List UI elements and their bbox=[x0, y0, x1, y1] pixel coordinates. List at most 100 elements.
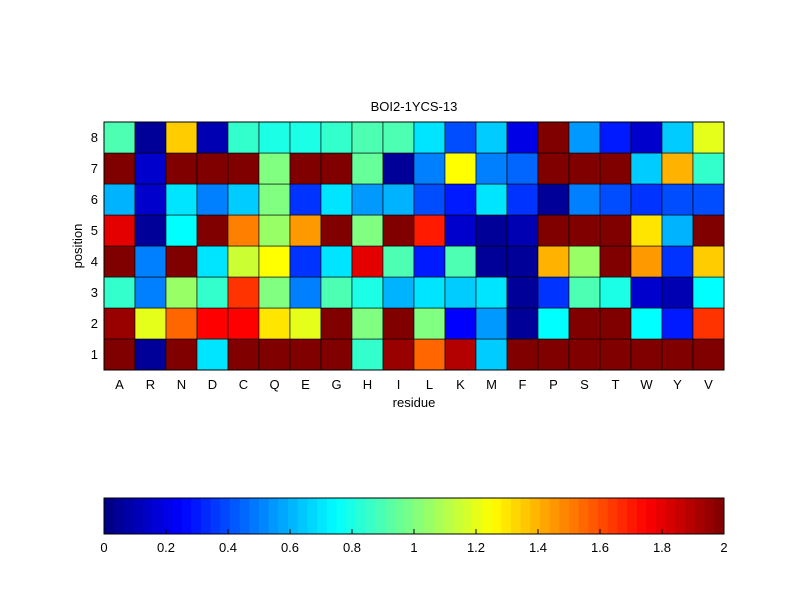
heatmap-cell-3-W bbox=[630, 276, 663, 309]
x-tick-label: H bbox=[363, 377, 372, 392]
colorbar-swatch bbox=[646, 498, 657, 534]
heatmap-cell-5-V bbox=[692, 214, 725, 247]
heatmap-cell-8-H bbox=[351, 121, 384, 154]
y-tick-label: 8 bbox=[91, 130, 98, 145]
x-tick-label: L bbox=[426, 377, 433, 392]
heatmap-cell-2-G bbox=[320, 307, 353, 340]
heatmap-cell-6-G bbox=[320, 183, 353, 216]
heatmap-cell-5-L bbox=[413, 214, 446, 247]
heatmap-cell-1-F bbox=[506, 338, 539, 371]
heatmap-cell-1-W bbox=[630, 338, 663, 371]
y-tick-label: 2 bbox=[91, 316, 98, 331]
heatmap-cell-6-P bbox=[537, 183, 570, 216]
colorbar-swatch bbox=[210, 498, 221, 534]
heatmap-cell-6-T bbox=[599, 183, 632, 216]
x-tick-label: F bbox=[519, 377, 527, 392]
x-tick-label: E bbox=[301, 377, 310, 392]
heatmap-cell-8-V bbox=[692, 121, 725, 154]
colorbar-swatch bbox=[607, 498, 618, 534]
colorbar-swatch bbox=[346, 498, 357, 534]
heatmap-cell-3-K bbox=[444, 276, 477, 309]
heatmap-cell-7-H bbox=[351, 152, 384, 185]
heatmap-cell-2-W bbox=[630, 307, 663, 340]
colorbar-tick-label: 1.8 bbox=[653, 540, 671, 555]
heatmap-cell-2-Q bbox=[258, 307, 291, 340]
colorbar-swatch bbox=[665, 498, 677, 534]
colorbar-swatch bbox=[423, 498, 434, 534]
x-tick-label: Q bbox=[269, 377, 279, 392]
colorbar-swatch bbox=[588, 498, 599, 534]
colorbar-swatch bbox=[569, 498, 580, 534]
heatmap-cell-1-Q bbox=[258, 338, 291, 371]
colorbar-swatch bbox=[510, 498, 522, 534]
heatmap-cell-3-V bbox=[692, 276, 725, 309]
colorbar-swatch bbox=[365, 498, 376, 534]
heatmap-cell-2-P bbox=[537, 307, 570, 340]
heatmap-cell-6-C bbox=[227, 183, 260, 216]
heatmap-cell-2-A bbox=[103, 307, 136, 340]
colorbar bbox=[104, 498, 725, 534]
heatmap-cell-6-N bbox=[165, 183, 198, 216]
heatmap-cell-5-T bbox=[599, 214, 632, 247]
heatmap-cell-5-N bbox=[165, 214, 198, 247]
colorbar-swatch bbox=[191, 498, 202, 534]
heatmap-cell-8-A bbox=[103, 121, 136, 154]
heatmap-cell-4-T bbox=[599, 245, 632, 278]
heatmap-cell-4-D bbox=[196, 245, 229, 278]
heatmap-cell-7-I bbox=[382, 152, 415, 185]
heatmap-cell-3-E bbox=[289, 276, 322, 309]
colorbar-tick-label: 1 bbox=[410, 540, 417, 555]
colorbar-tick-label: 0.8 bbox=[343, 540, 361, 555]
heatmap-cell-5-F bbox=[506, 214, 539, 247]
colorbar-swatch bbox=[317, 498, 328, 534]
heatmap-cell-5-D bbox=[196, 214, 229, 247]
x-tick-label: R bbox=[146, 377, 155, 392]
heatmap-cell-1-Y bbox=[661, 338, 694, 371]
heatmap-cell-2-N bbox=[165, 307, 198, 340]
heatmap-cell-6-R bbox=[134, 183, 167, 216]
colorbar-swatch bbox=[326, 498, 337, 534]
colorbar-swatch bbox=[171, 498, 182, 534]
heatmap-cell-8-R bbox=[134, 121, 167, 154]
heatmap-cell-6-H bbox=[351, 183, 384, 216]
x-tick-label: I bbox=[397, 377, 401, 392]
heatmap-cell-4-P bbox=[537, 245, 570, 278]
heatmap-cell-7-E bbox=[289, 152, 322, 185]
heatmap-cell-2-M bbox=[475, 307, 508, 340]
heatmap-cell-7-R bbox=[134, 152, 167, 185]
heatmap-cell-6-M bbox=[475, 183, 508, 216]
heatmap-cell-5-G bbox=[320, 214, 353, 247]
colorbar-swatch bbox=[714, 498, 725, 534]
heatmap-cell-3-F bbox=[506, 276, 539, 309]
heatmap-cell-3-T bbox=[599, 276, 632, 309]
heatmap-cell-8-W bbox=[630, 121, 663, 154]
heatmap-cell-3-G bbox=[320, 276, 353, 309]
colorbar-swatch bbox=[685, 498, 696, 534]
colorbar-swatch bbox=[133, 498, 144, 534]
heatmap-cell-4-K bbox=[444, 245, 477, 278]
x-tick-label: K bbox=[456, 377, 465, 392]
heatmap-cell-8-Y bbox=[661, 121, 694, 154]
heatmap-cell-2-D bbox=[196, 307, 229, 340]
colorbar-swatch bbox=[704, 498, 715, 534]
colorbar-swatch bbox=[239, 498, 250, 534]
heatmap-cell-2-Y bbox=[661, 307, 694, 340]
heatmap-cell-1-D bbox=[196, 338, 229, 371]
heatmap-cell-7-F bbox=[506, 152, 539, 185]
heatmap-cell-8-D bbox=[196, 121, 229, 154]
colorbar-tick-label: 0.2 bbox=[157, 540, 175, 555]
colorbar-swatch bbox=[433, 498, 444, 534]
heatmap-cell-1-V bbox=[692, 338, 725, 371]
heatmap-cell-5-K bbox=[444, 214, 477, 247]
colorbar-swatch bbox=[355, 498, 367, 534]
heatmap-cell-5-R bbox=[134, 214, 167, 247]
colorbar-tick-label: 1.6 bbox=[591, 540, 609, 555]
heatmap-cell-2-K bbox=[444, 307, 477, 340]
y-tick-label: 3 bbox=[91, 285, 98, 300]
heatmap-cell-3-P bbox=[537, 276, 570, 309]
y-axis-ticks: 1 2 3 4 5 6 7 8 bbox=[91, 130, 98, 362]
colorbar-swatch bbox=[123, 498, 134, 534]
heatmap-cell-4-Q bbox=[258, 245, 291, 278]
colorbar-swatch bbox=[384, 498, 396, 534]
heatmap-cell-2-L bbox=[413, 307, 446, 340]
